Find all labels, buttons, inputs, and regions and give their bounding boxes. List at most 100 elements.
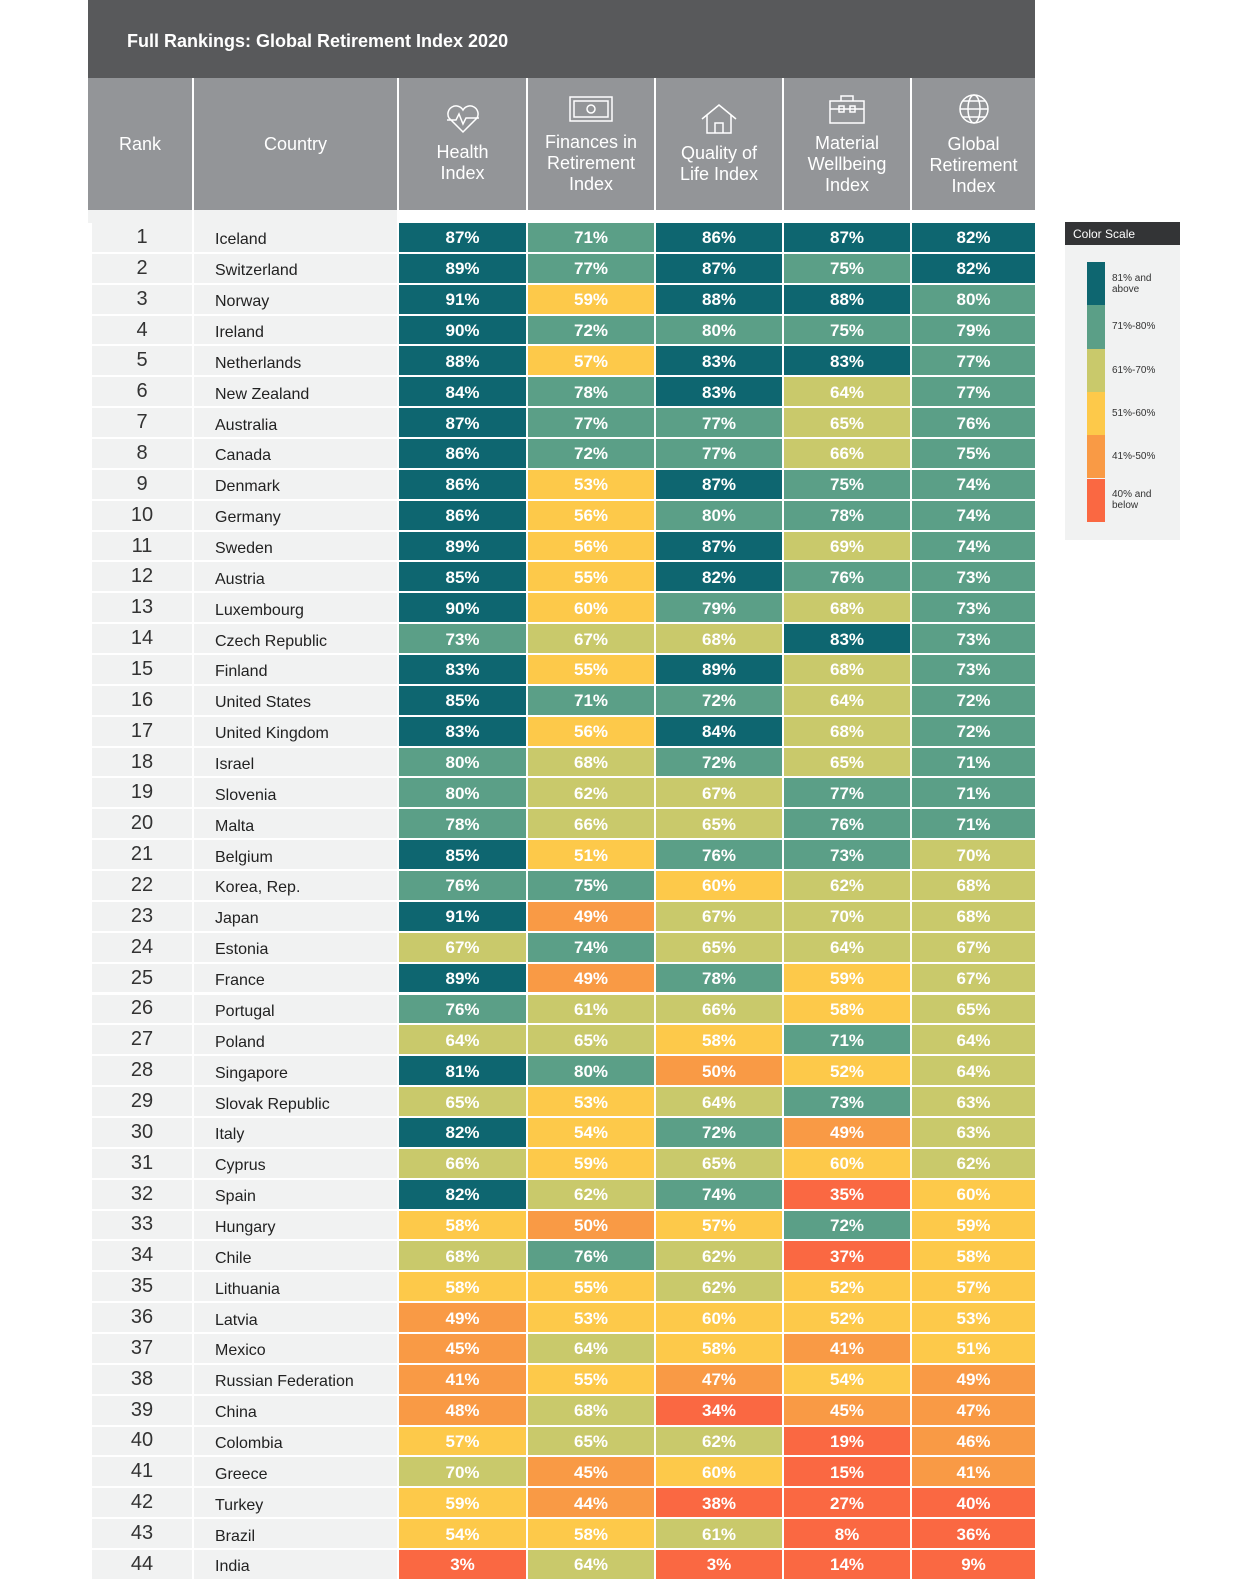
value-cell: 74% xyxy=(912,500,1035,530)
value-cell: 53% xyxy=(528,1303,654,1332)
value-cell: 67% xyxy=(656,901,782,931)
value-cell: 91% xyxy=(399,284,526,314)
country-cell: New Zealand xyxy=(194,377,397,407)
rank-cell: 33 xyxy=(92,1210,192,1240)
value-cell: 89% xyxy=(399,963,526,993)
value-cell: 68% xyxy=(528,1395,654,1425)
value-cell: 40% xyxy=(912,1488,1035,1518)
country-cell: Germany xyxy=(194,500,397,530)
rank-cell: 32 xyxy=(92,1179,192,1209)
country-cell: Cyprus xyxy=(194,1148,397,1178)
country-cell: Czech Republic xyxy=(194,624,397,654)
value-cell: 49% xyxy=(912,1364,1035,1394)
value-cell: 59% xyxy=(399,1488,526,1518)
value-cell: 75% xyxy=(784,469,910,499)
value-cell: 65% xyxy=(784,747,910,777)
value-cell: 27% xyxy=(784,1488,910,1518)
value-cell: 66% xyxy=(528,809,654,839)
value-cell: 66% xyxy=(656,994,782,1024)
value-cell: 54% xyxy=(784,1364,910,1394)
value-cell: 71% xyxy=(528,685,654,715)
header-cell: Finances in Retirement Index xyxy=(528,78,654,210)
value-cell: 67% xyxy=(528,624,654,654)
value-cell: 60% xyxy=(528,593,654,623)
country-cell: Brazil xyxy=(194,1519,397,1548)
rank-cell: 8 xyxy=(92,439,192,468)
value-cell: 49% xyxy=(399,1303,526,1332)
value-cell: 88% xyxy=(656,284,782,314)
rank-cell: 41 xyxy=(92,1457,192,1487)
legend-label: 40% and below xyxy=(1112,489,1152,512)
column-header: Finances in Retirement Index xyxy=(544,131,638,194)
value-cell: 89% xyxy=(399,531,526,561)
value-cell: 8% xyxy=(784,1519,910,1548)
value-cell: 3% xyxy=(399,1549,526,1579)
country-cell: Italy xyxy=(194,1117,397,1147)
value-cell: 58% xyxy=(656,1333,782,1363)
country-cell: Singapore xyxy=(194,1056,397,1086)
value-cell: 64% xyxy=(784,685,910,715)
rank-cell: 14 xyxy=(92,624,192,654)
rank-cell: 22 xyxy=(92,871,192,900)
value-cell: 41% xyxy=(784,1333,910,1363)
rank-cell: 25 xyxy=(92,963,192,993)
value-cell: 73% xyxy=(912,562,1035,592)
value-cell: 36% xyxy=(912,1519,1035,1548)
value-cell: 77% xyxy=(528,253,654,283)
value-cell: 85% xyxy=(399,562,526,592)
value-cell: 38% xyxy=(656,1488,782,1518)
header-cell: Global Retirement Index xyxy=(912,78,1035,210)
value-cell: 63% xyxy=(912,1087,1035,1116)
value-cell: 72% xyxy=(656,1117,782,1147)
value-cell: 87% xyxy=(399,223,526,252)
value-cell: 79% xyxy=(656,593,782,623)
value-cell: 58% xyxy=(784,994,910,1024)
country-cell: Iceland xyxy=(194,223,397,252)
value-cell: 67% xyxy=(912,932,1035,962)
country-cell: Mexico xyxy=(194,1333,397,1363)
value-cell: 72% xyxy=(912,716,1035,746)
value-cell: 52% xyxy=(784,1056,910,1086)
value-cell: 62% xyxy=(528,778,654,808)
legend-title: Color Scale xyxy=(1065,222,1180,245)
value-cell: 64% xyxy=(399,1025,526,1055)
value-cell: 57% xyxy=(912,1272,1035,1302)
country-cell: Finland xyxy=(194,655,397,684)
value-cell: 49% xyxy=(528,963,654,993)
rank-cell: 23 xyxy=(92,901,192,931)
value-cell: 57% xyxy=(656,1210,782,1240)
legend-swatch xyxy=(1087,478,1105,522)
value-cell: 46% xyxy=(912,1426,1035,1456)
value-cell: 83% xyxy=(656,377,782,407)
column-header: Rank xyxy=(118,133,162,154)
country-cell: Slovenia xyxy=(194,778,397,808)
value-cell: 64% xyxy=(528,1333,654,1363)
value-cell: 61% xyxy=(528,994,654,1024)
value-cell: 80% xyxy=(528,1056,654,1086)
value-cell: 9% xyxy=(912,1549,1035,1579)
value-cell: 73% xyxy=(399,624,526,654)
rank-cell: 43 xyxy=(92,1519,192,1548)
value-cell: 37% xyxy=(784,1241,910,1271)
country-cell: China xyxy=(194,1395,397,1425)
rank-cell: 37 xyxy=(92,1333,192,1363)
value-cell: 67% xyxy=(912,963,1035,993)
value-cell: 70% xyxy=(399,1457,526,1487)
value-cell: 3% xyxy=(656,1549,782,1579)
value-cell: 47% xyxy=(656,1364,782,1394)
value-cell: 69% xyxy=(784,531,910,561)
value-cell: 77% xyxy=(528,408,654,438)
value-cell: 83% xyxy=(656,346,782,376)
country-cell: Poland xyxy=(194,1025,397,1055)
value-cell: 86% xyxy=(656,223,782,252)
value-cell: 70% xyxy=(784,901,910,931)
country-cell: Turkey xyxy=(194,1488,397,1518)
value-cell: 76% xyxy=(528,1241,654,1271)
value-cell: 64% xyxy=(528,1549,654,1579)
rank-cell: 3 xyxy=(92,284,192,314)
rank-cell: 13 xyxy=(92,593,192,623)
table-title: Full Rankings: Global Retirement Index 2… xyxy=(88,0,1035,78)
value-cell: 87% xyxy=(399,408,526,438)
value-cell: 80% xyxy=(399,778,526,808)
